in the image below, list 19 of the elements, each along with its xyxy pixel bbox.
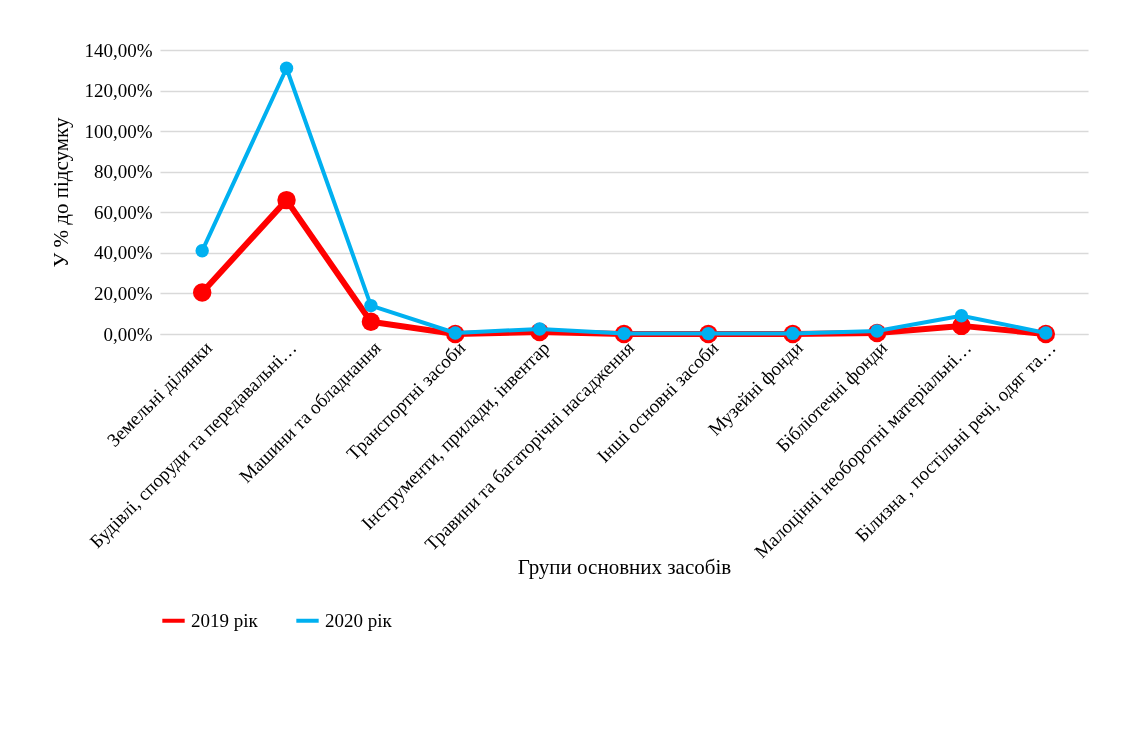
legend-label: 2019 рік — [191, 609, 259, 631]
legend-label: 2020 рік — [325, 609, 393, 631]
y-tick-label: 60,00% — [93, 201, 153, 223]
y-tick-label: 40,00% — [93, 242, 153, 264]
y-tick-label: 80,00% — [93, 161, 153, 183]
point — [192, 283, 212, 302]
point — [361, 312, 381, 332]
y-tick-label: 120,00% — [84, 80, 153, 102]
point — [195, 244, 209, 258]
y-tick-label: 20,00% — [93, 282, 153, 304]
x-axis-title: Групи основних засобів — [517, 554, 732, 579]
point — [954, 309, 969, 323]
point — [279, 61, 294, 75]
y-tick-label: 0,00% — [103, 323, 153, 345]
y-tick-label: 140,00% — [84, 39, 153, 61]
y-axis-title: У % до підсумку — [49, 116, 74, 268]
point — [364, 298, 378, 313]
point — [277, 190, 296, 210]
y-tick-label: 100,00% — [84, 120, 153, 142]
